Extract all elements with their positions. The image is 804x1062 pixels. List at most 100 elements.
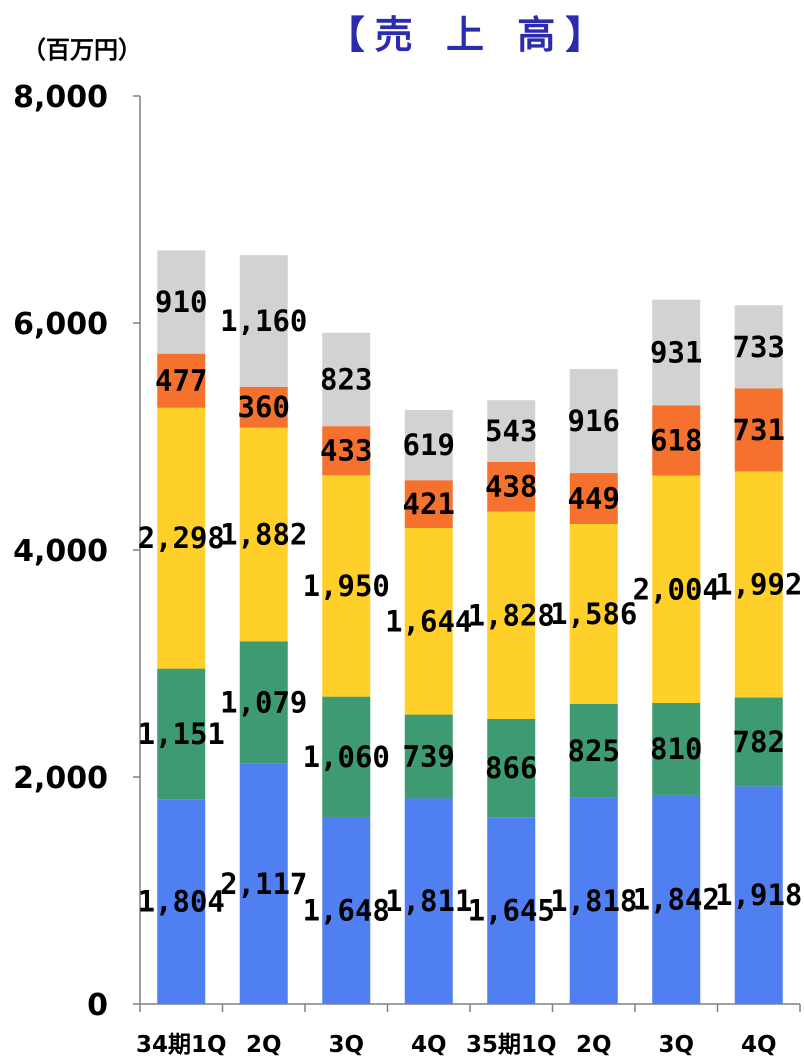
bar-segment <box>404 480 453 528</box>
data-label: 1,882 <box>220 517 307 551</box>
bar-segment <box>734 471 783 698</box>
data-label: 619 <box>403 428 455 462</box>
bar-segment <box>157 407 206 669</box>
data-label: 2,117 <box>220 867 307 901</box>
data-label: 1,950 <box>303 569 390 603</box>
data-label: 360 <box>238 390 290 424</box>
x-tick-label: 2Q <box>576 1032 612 1058</box>
data-label: 618 <box>650 423 702 457</box>
data-label: 782 <box>733 725 785 759</box>
data-label: 823 <box>320 362 372 396</box>
x-tick-label: 35期1Q <box>466 1032 557 1058</box>
bar-segment <box>652 405 701 476</box>
x-tick-label: 2Q <box>246 1032 282 1058</box>
x-tick-label: 4Q <box>741 1032 777 1058</box>
y-tick-label: 6,000 <box>13 307 108 342</box>
bar-segment <box>157 250 206 354</box>
bar-segment <box>487 511 536 720</box>
bar-segment <box>404 409 453 481</box>
chart-title: 【売 上 高】 <box>327 13 613 57</box>
bar-segment <box>322 426 371 476</box>
data-label: 1,079 <box>220 685 307 719</box>
data-label: 2,298 <box>138 521 225 555</box>
bar-segment <box>157 668 206 800</box>
data-label: 1,648 <box>303 893 390 927</box>
bars-group <box>157 250 783 1004</box>
bar-segment <box>487 461 536 512</box>
bar-segment <box>487 719 536 818</box>
x-axis: 34期1Q 2Q 3Q 4Q 35期1Q 2Q 3Q 4Q <box>136 1003 801 1058</box>
data-label: 1,918 <box>715 878 802 912</box>
bar-segment <box>569 704 618 798</box>
data-labels-group: 1,804 1,151 2,298 477 910 2,117 1,079 1,882 360 1… <box>138 285 803 928</box>
data-label: 421 <box>403 487 455 521</box>
data-label: 931 <box>650 336 702 370</box>
y-tick-label: 4,000 <box>13 534 108 569</box>
data-label: 1,818 <box>550 884 637 918</box>
bar-segment <box>652 299 701 406</box>
data-label: 449 <box>568 482 620 516</box>
y-tick-label: 8,000 <box>13 80 108 115</box>
bar-segment <box>569 797 618 1004</box>
bar-segment <box>652 475 701 703</box>
unit-label: （百万円） <box>22 36 142 64</box>
bar-segment <box>322 696 371 817</box>
data-label: 1,645 <box>468 894 555 928</box>
bar-segment <box>652 702 701 795</box>
bar-segment <box>239 386 288 428</box>
bar-segment <box>239 763 288 1004</box>
bar-segment <box>404 527 453 715</box>
data-label: 739 <box>403 740 455 774</box>
data-label: 1,060 <box>303 740 390 774</box>
bar-segment <box>322 475 371 697</box>
bar-segment <box>734 305 783 389</box>
bar-segment <box>239 641 288 764</box>
data-label: 1,644 <box>385 604 472 638</box>
bar-segment <box>487 817 536 1004</box>
bar-segment <box>487 400 536 462</box>
bar-segment <box>734 388 783 472</box>
data-label: 1,828 <box>468 598 555 632</box>
bar-segment <box>569 524 618 705</box>
x-tick-label: 4Q <box>411 1032 447 1058</box>
y-tick-label: 0 <box>87 988 108 1023</box>
data-label: 910 <box>155 285 207 319</box>
y-axis: 0 2,000 4,000 6,000 8,000 <box>13 80 141 1023</box>
y-tick-label: 2,000 <box>13 761 108 796</box>
bar-segment <box>239 255 288 387</box>
bar-segment <box>652 794 701 1004</box>
data-label: 2,004 <box>633 572 720 606</box>
data-label: 1,151 <box>138 717 225 751</box>
bar-segment <box>157 799 206 1004</box>
x-tick-label: 3Q <box>328 1032 364 1058</box>
data-label: 1,160 <box>220 304 307 338</box>
x-tick-label: 34期1Q <box>136 1032 227 1058</box>
data-label: 1,804 <box>138 885 225 919</box>
data-label: 825 <box>568 734 620 768</box>
bar-segment <box>734 786 783 1004</box>
data-label: 866 <box>485 751 537 785</box>
data-label: 1,586 <box>550 597 637 631</box>
data-label: 433 <box>320 434 372 468</box>
data-label: 810 <box>650 732 702 766</box>
x-tick-label: 3Q <box>658 1032 694 1058</box>
bar-segment <box>734 697 783 787</box>
data-label: 438 <box>485 470 537 504</box>
data-label: 1,992 <box>715 568 802 602</box>
bar-segment <box>569 473 618 525</box>
data-label: 1,811 <box>385 884 472 918</box>
bar-segment <box>404 714 453 799</box>
data-label: 477 <box>155 364 207 398</box>
bar-segment <box>404 798 453 1004</box>
data-label: 1,842 <box>633 882 720 916</box>
bar-segment <box>157 353 206 408</box>
data-label: 543 <box>485 414 537 448</box>
bar-segment <box>322 332 371 427</box>
bar-segment <box>569 369 618 474</box>
data-label: 733 <box>733 330 785 364</box>
data-label: 916 <box>568 404 620 438</box>
bar-segment <box>239 427 288 642</box>
data-label: 731 <box>733 413 785 447</box>
